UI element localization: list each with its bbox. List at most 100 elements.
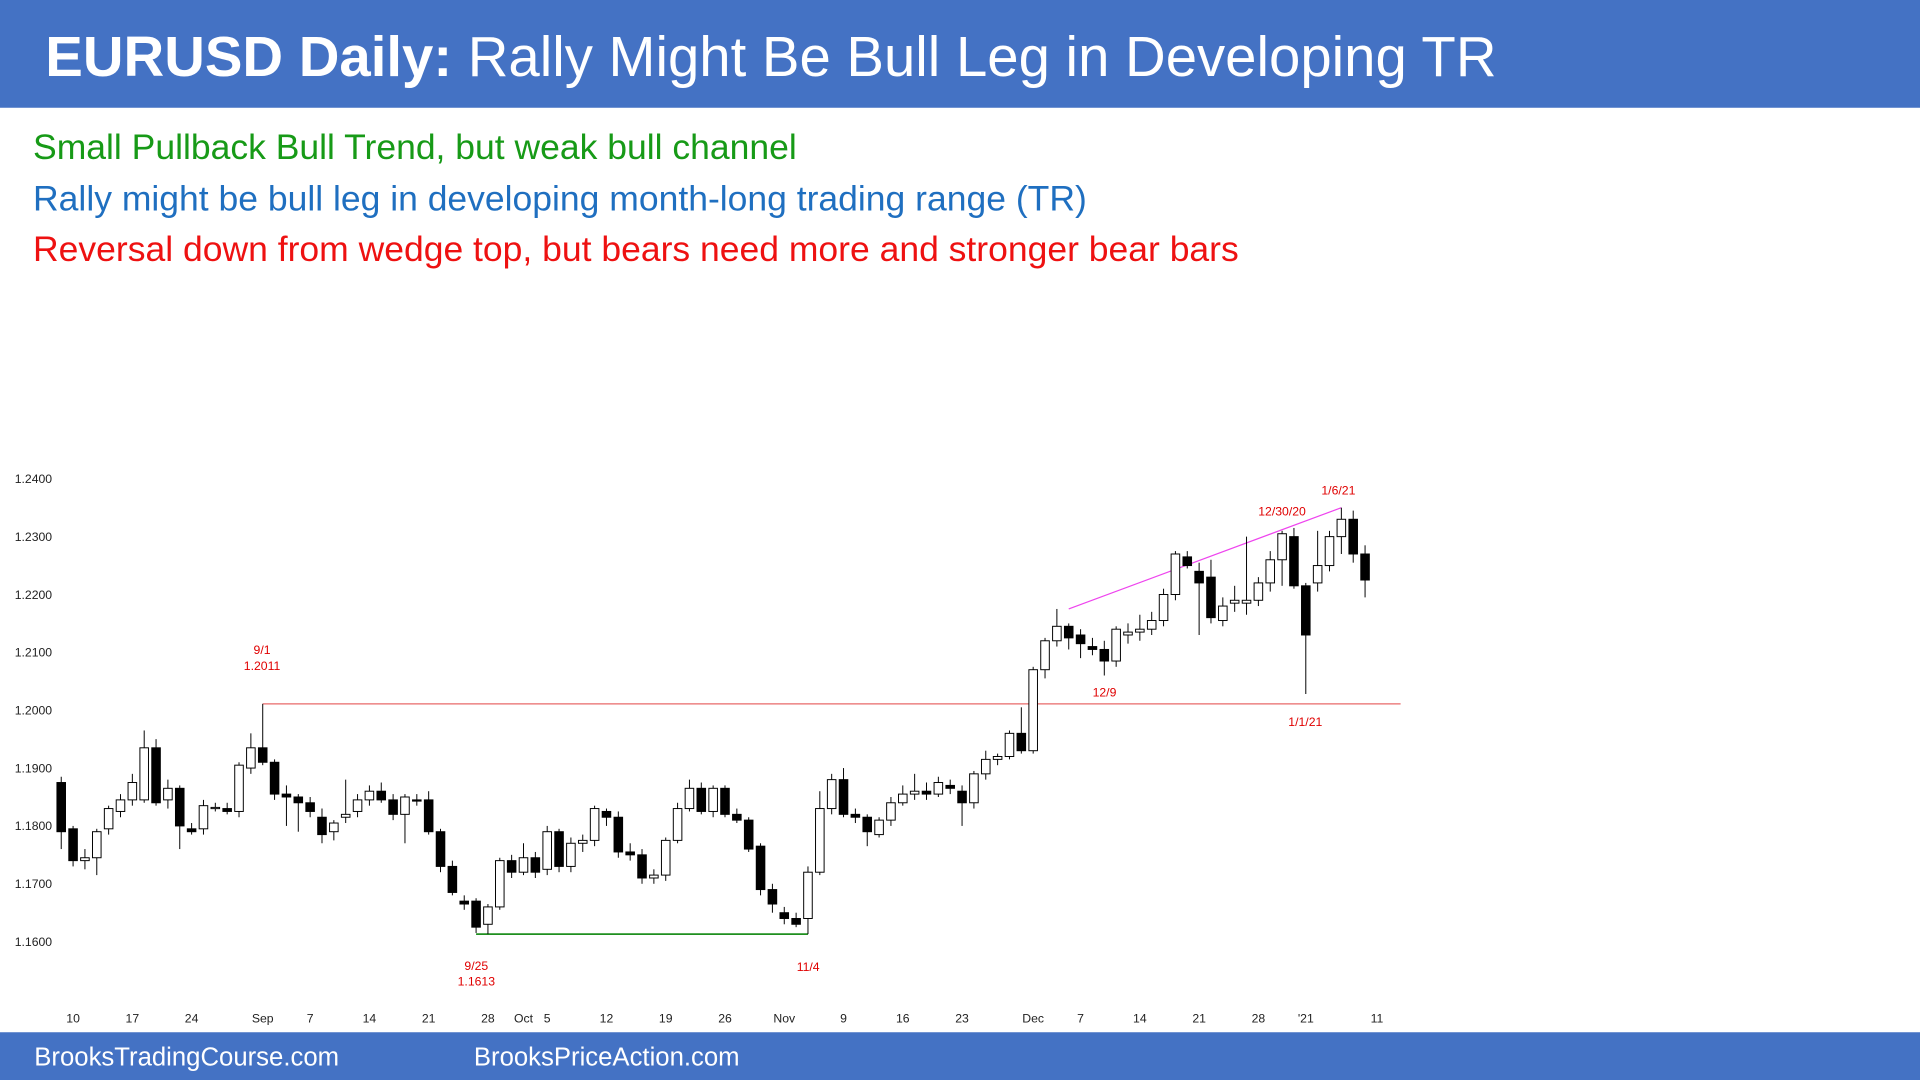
candle-body [803, 871, 813, 919]
candle-body [495, 860, 505, 908]
reference-line [1068, 507, 1342, 610]
candle-body [518, 857, 529, 873]
candle-body [269, 761, 280, 795]
candle-body [1324, 536, 1335, 567]
candle-body [684, 787, 695, 810]
candle-body [542, 831, 552, 870]
title-prefix: EURUSD Daily: [45, 25, 452, 88]
footer-link: BrooksTradingCourse.com [34, 1043, 339, 1071]
candle-body [589, 808, 600, 841]
candle-body [1123, 631, 1133, 636]
candle-body [68, 828, 78, 862]
x-tick-label: 26 [718, 1011, 732, 1025]
candle-body [980, 758, 991, 775]
candle-body [281, 793, 292, 798]
candle-body [826, 779, 837, 810]
candle-body [305, 802, 315, 812]
candle-body [637, 854, 647, 879]
x-tick-label: 7 [1077, 1011, 1084, 1025]
x-tick-label: Sep [252, 1011, 274, 1025]
candle-body [198, 805, 209, 830]
x-tick-label: 17 [126, 1011, 140, 1025]
candle-body [1040, 640, 1050, 671]
candle-body [791, 917, 801, 925]
candle-body [447, 865, 458, 893]
candle-body [103, 808, 114, 830]
candle-body [898, 793, 908, 804]
candle-body [1277, 533, 1287, 561]
candle-body [139, 747, 149, 801]
candle-body [577, 839, 588, 844]
candle-body [838, 779, 849, 815]
candle-body [1182, 556, 1193, 567]
candle-body [566, 842, 576, 867]
candle-body [210, 806, 221, 810]
x-tick-label: 19 [659, 1011, 673, 1025]
candle-body [767, 889, 778, 905]
candle-body [601, 810, 612, 818]
x-tick-label: Nov [773, 1011, 796, 1025]
candle-body [743, 819, 754, 850]
annotation: 9/25 [464, 959, 488, 973]
header-bar [0, 0, 1920, 108]
x-tick-label: 24 [185, 1011, 199, 1025]
candle-body [1052, 625, 1062, 642]
annotation: 9/1 [254, 643, 271, 657]
candle-body [1265, 559, 1276, 584]
candle-body [1135, 628, 1145, 633]
candle-body [400, 796, 410, 815]
candle-body [1301, 585, 1311, 636]
candle-body [1348, 518, 1358, 555]
candle-body [115, 799, 126, 812]
x-tick-label: 16 [896, 1011, 910, 1025]
candle-body [1075, 634, 1086, 645]
y-tick-label: 1.1600 [15, 935, 53, 949]
candle-body [1206, 576, 1216, 619]
footer-link: BrooksPriceAction.com [474, 1043, 740, 1071]
candle-body [1111, 628, 1121, 662]
y-tick-label: 1.2000 [15, 703, 53, 717]
candle-body [933, 782, 944, 795]
candle-body [163, 787, 173, 801]
annotation: 12/30/20 [1258, 505, 1306, 519]
candle-body [660, 839, 671, 876]
x-tick-label: 14 [1133, 1011, 1147, 1025]
candle-body [92, 831, 102, 859]
candle-body [625, 851, 635, 856]
candle-body [329, 822, 339, 833]
candle-body [257, 747, 268, 763]
x-tick-label: '21 [1298, 1011, 1314, 1025]
candle-body [1016, 732, 1027, 752]
candle-body [957, 790, 967, 804]
candle-body [340, 813, 351, 818]
x-tick-label: 23 [955, 1011, 969, 1025]
candle-body [1241, 599, 1252, 604]
note: Reversal down from wedge top, but bears … [33, 229, 1239, 269]
candle-body [151, 747, 161, 804]
x-tick-label: 7 [307, 1011, 314, 1025]
candle-body [708, 787, 718, 812]
x-tick-label: 11 [1371, 1011, 1384, 1025]
candle-body [1253, 582, 1264, 601]
candle-body [234, 764, 244, 812]
candle-body [779, 912, 790, 919]
candle-body [435, 831, 446, 867]
candle-body [222, 808, 232, 812]
candle-body [1087, 646, 1098, 650]
candle-body [815, 808, 825, 873]
candle-body [1099, 648, 1110, 662]
candle-body [886, 802, 896, 821]
x-tick-label: 21 [422, 1011, 436, 1025]
candle-body [186, 828, 197, 833]
candle-body [1028, 669, 1038, 752]
annotation: 11/4 [797, 960, 820, 974]
candle-body [850, 813, 861, 818]
candle-body [376, 790, 387, 801]
candle-body [1218, 605, 1228, 622]
candle-body [1312, 565, 1323, 584]
candle-body [471, 900, 481, 928]
note: Small Pullback Bull Trend, but weak bull… [33, 127, 797, 167]
candle-body [755, 845, 766, 891]
candle-body [483, 906, 493, 925]
x-tick-label: 28 [481, 1011, 495, 1025]
